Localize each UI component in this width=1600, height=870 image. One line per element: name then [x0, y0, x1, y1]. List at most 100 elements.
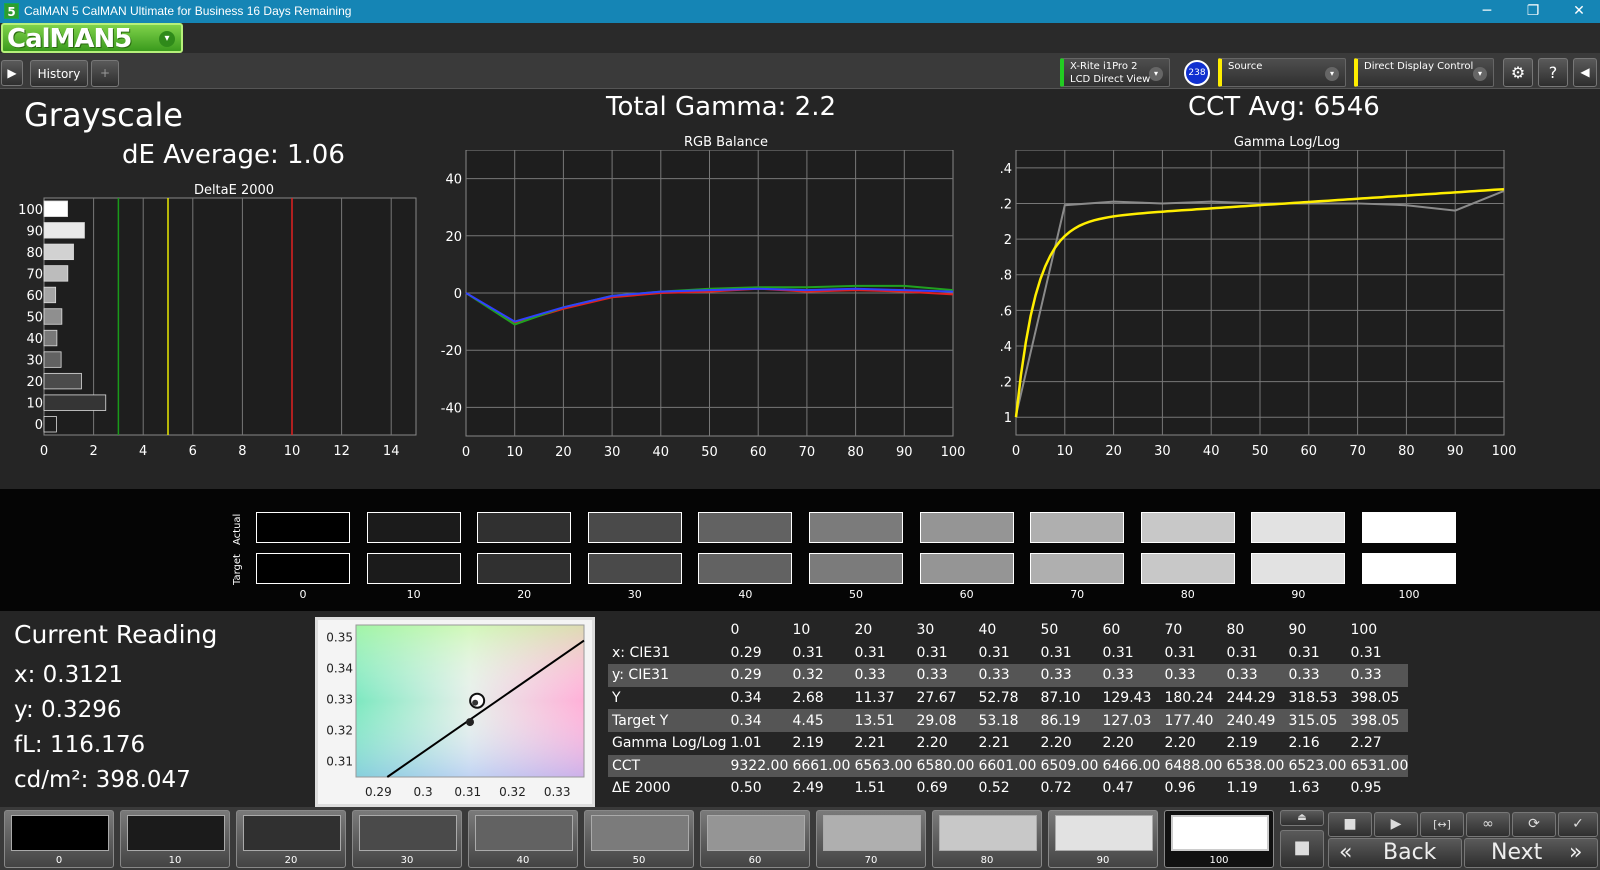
- tab-history-1[interactable]: History 1: [30, 60, 88, 107]
- settings-gear-icon[interactable]: ⚙: [1503, 58, 1533, 87]
- cie-y-tick: 0.35: [326, 630, 353, 644]
- gamma-x-tick: 70: [1349, 444, 1366, 459]
- gamma-y-tick: 2.2: [1000, 197, 1012, 212]
- table-header-cell: [608, 619, 727, 642]
- patch-label: 100: [1209, 855, 1229, 866]
- table-header-cell: 90: [1284, 619, 1347, 642]
- gamma-x-tick: 30: [1154, 444, 1171, 459]
- patch-swatch: [591, 815, 689, 851]
- table-cell: 2.27: [1350, 735, 1382, 752]
- table-cell: 0.33: [1036, 664, 1099, 687]
- patch-label: 20: [284, 855, 298, 866]
- deltae-x-tick: 2: [89, 444, 97, 459]
- table-cell: 0.52: [978, 780, 1010, 797]
- table-header-cell: 50: [1036, 619, 1099, 642]
- maximize-icon[interactable]: ❐: [1526, 3, 1540, 19]
- gamma-y-tick: 2.4: [1000, 162, 1012, 177]
- source-selector[interactable]: Source ▾: [1218, 58, 1346, 87]
- patch-button[interactable]: 60: [700, 810, 810, 868]
- meter-selector[interactable]: X-Rite i1Pro 2 LCD Direct View ▾: [1060, 58, 1170, 87]
- table-cell: 0.33: [974, 664, 1037, 687]
- gamma-chart: 2.42.221.81.61.41.2101020304050607080901…: [1000, 150, 1516, 459]
- patch-button[interactable]: 0: [4, 810, 114, 868]
- table-cell: 87.10: [1040, 690, 1081, 707]
- table-cell: 0.31: [1040, 644, 1072, 661]
- deltae-x-tick: 10: [284, 444, 301, 459]
- table-cell: 0.72: [1040, 780, 1072, 797]
- patch-button[interactable]: 50: [584, 810, 694, 868]
- gamma-y-tick: 2: [1004, 233, 1012, 248]
- collapse-icon[interactable]: ◀: [1573, 58, 1597, 87]
- record-stop-icon[interactable]: ■: [1280, 830, 1324, 868]
- cie-x-tick: 0.31: [454, 785, 481, 799]
- table-cell: 2.21: [978, 735, 1010, 752]
- check-icon[interactable]: ✓: [1558, 812, 1598, 837]
- table-cell: 0.31: [854, 644, 886, 661]
- next-button[interactable]: Next »: [1464, 838, 1598, 868]
- table-row: Y 0.34 2.68 11.37 27.67 52.78 87.10 129.43 180.2…: [608, 687, 1408, 710]
- current-reading-title: Current Reading: [14, 620, 218, 649]
- table-cell: 6580.00: [912, 754, 975, 778]
- table-cell: 177.40: [1160, 709, 1223, 732]
- back-arrows-icon: «: [1339, 840, 1353, 865]
- add-tab-icon[interactable]: +: [91, 60, 119, 87]
- rgb-x-tick: 50: [701, 445, 718, 460]
- eject-icon[interactable]: ⏏: [1280, 810, 1324, 826]
- deltae-y-label: 20: [26, 375, 43, 390]
- deltae-bar: [43, 351, 62, 368]
- help-icon[interactable]: ?: [1538, 58, 1568, 87]
- table-cell: 2.16: [1288, 735, 1320, 752]
- rgb-y-tick: 0: [454, 287, 462, 302]
- patch-button[interactable]: 80: [932, 810, 1042, 868]
- gamma-target-curve: [1014, 187, 1505, 418]
- table-header-cell: 70: [1160, 619, 1223, 642]
- meter-mode: LCD Direct View: [1070, 74, 1151, 85]
- page-title: Grayscale: [24, 96, 183, 134]
- patch-button[interactable]: 70: [816, 810, 926, 868]
- table-cell: 6488.00: [1160, 754, 1223, 778]
- cie-x-tick: 0.33: [544, 785, 571, 799]
- table-cell: 0.33: [1098, 664, 1161, 687]
- table-header-cell: 10: [788, 619, 851, 642]
- meter-badge[interactable]: 238: [1184, 60, 1210, 86]
- range-icon[interactable]: [↔]: [1420, 812, 1464, 837]
- calman-logo-button[interactable]: CalMAN5 ▾: [1, 23, 183, 54]
- play-icon[interactable]: ▶: [1374, 812, 1418, 837]
- deltae-bar: [43, 372, 82, 390]
- refresh-icon[interactable]: ⟳: [1512, 812, 1556, 837]
- minimize-icon[interactable]: ─: [1482, 3, 1492, 19]
- reading-x: x: 0.3121: [14, 662, 124, 688]
- back-button[interactable]: « Back: [1328, 838, 1462, 868]
- swatch-panel: [0, 489, 1600, 611]
- play-icon[interactable]: ▶: [1, 60, 23, 86]
- table-cell: 398.05: [1346, 709, 1409, 732]
- close-icon[interactable]: ✕: [1573, 3, 1585, 19]
- deltae-y-label: 0: [35, 418, 43, 433]
- table-cell: 6509.00: [1036, 754, 1099, 778]
- patch-label: 50: [632, 855, 646, 866]
- table-cell: 0.34: [726, 709, 789, 732]
- rgb-x-tick: 0: [462, 445, 470, 460]
- target-row-label: Target: [232, 554, 243, 586]
- patch-button[interactable]: 40: [468, 810, 578, 868]
- gamma-x-tick: 80: [1398, 444, 1415, 459]
- table-row-label: CCT: [608, 754, 727, 778]
- patch-button[interactable]: 20: [236, 810, 346, 868]
- display-selector[interactable]: Direct Display Control ▾: [1354, 58, 1494, 87]
- back-label: Back: [1383, 840, 1437, 865]
- patch-button[interactable]: 30: [352, 810, 462, 868]
- loop-icon[interactable]: ∞: [1466, 812, 1510, 837]
- patch-button[interactable]: 100: [1164, 810, 1274, 868]
- swatch-target: [698, 553, 793, 584]
- table-cell: 0.31: [916, 644, 948, 661]
- stop-icon[interactable]: ■: [1328, 812, 1372, 837]
- reading-cdm2: cd/m²: 398.047: [14, 767, 191, 793]
- chevron-down-icon: ▾: [1325, 67, 1339, 81]
- deltae-x-tick: 12: [333, 444, 350, 459]
- rgb-x-tick: 60: [750, 445, 767, 460]
- patch-button[interactable]: 10: [120, 810, 230, 868]
- table-cell: 9322.00: [726, 754, 789, 778]
- patch-button[interactable]: 90: [1048, 810, 1158, 868]
- table-cell: 1.63: [1288, 780, 1320, 797]
- source-label: Source: [1228, 61, 1263, 72]
